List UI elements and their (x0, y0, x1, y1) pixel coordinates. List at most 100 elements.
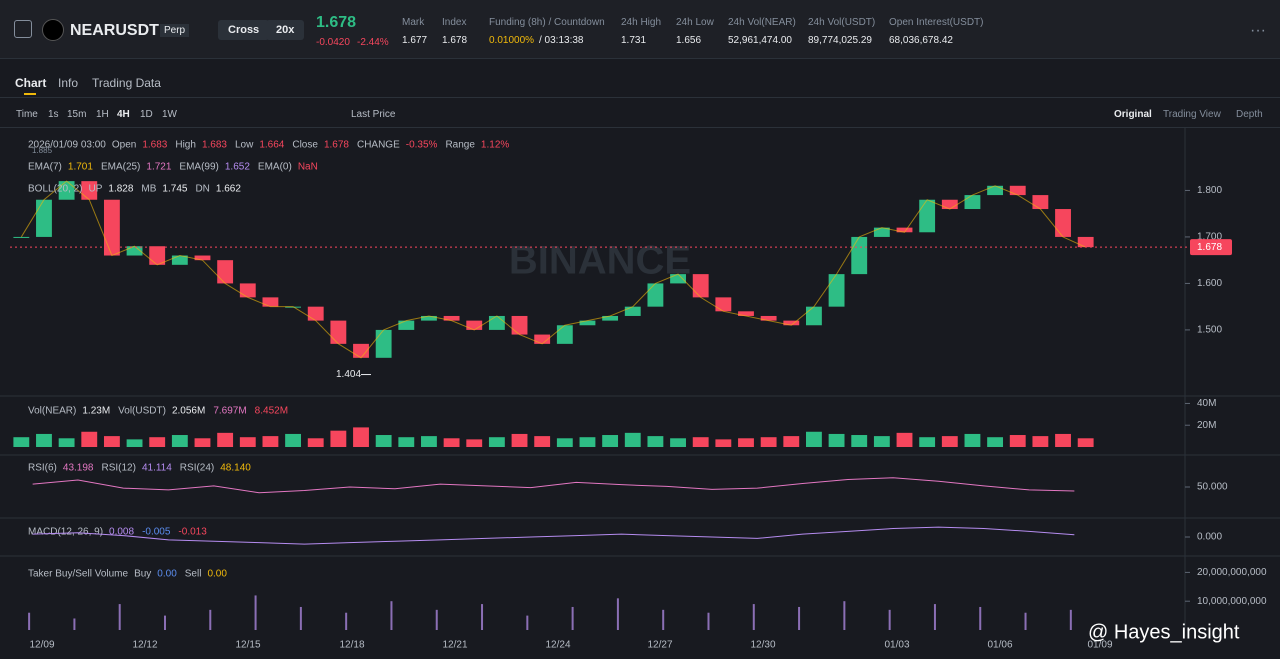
leverage-button[interactable]: 20x (266, 20, 305, 40)
legend-value: 48.140 (220, 463, 251, 474)
taker-bar (254, 595, 257, 630)
candle (896, 227, 913, 233)
legend-label: DN (195, 184, 209, 195)
chart: BINANCE 1.500 1.600 1.700 1.800 1.678 1.404 1.8… (0, 128, 1280, 651)
volume-bar (919, 437, 936, 447)
last-price-label: 1.678 (1197, 242, 1222, 253)
candle (353, 343, 369, 358)
legend-label: RSI(12) (102, 463, 136, 474)
volume-bar (1055, 433, 1071, 447)
volume-bar (353, 427, 369, 447)
stat-label: 24h Vol(NEAR) (728, 17, 796, 28)
margin-button[interactable]: Cross (218, 20, 270, 40)
legend-value: 43.198 (63, 463, 94, 474)
watermark: BINANCE (509, 239, 691, 283)
taker-bar (345, 612, 348, 630)
x-tick-label: 12/09 (29, 640, 54, 651)
favorite-button[interactable] (14, 20, 32, 38)
tab[interactable]: Trading Data (92, 76, 161, 90)
last-price: 1.678 (316, 14, 357, 31)
taker-bar (526, 615, 529, 630)
candle (171, 255, 188, 265)
interval[interactable]: 1s (48, 109, 59, 120)
candle (443, 315, 460, 321)
taker-bar (209, 609, 212, 630)
stat-label: 24h Vol(USDT) (808, 17, 876, 28)
candle (307, 306, 324, 321)
taker-bar (571, 606, 574, 630)
volume-bar (1032, 436, 1049, 447)
view-option[interactable]: Original (1114, 109, 1152, 120)
view-option[interactable]: Trading View (1163, 109, 1221, 120)
stat-label: 24h High (621, 17, 662, 28)
candle (103, 199, 120, 256)
candle (81, 181, 98, 200)
legend-value: -0.005 (142, 527, 171, 538)
price-type[interactable]: Last Price (351, 109, 396, 120)
volume-bar (466, 439, 483, 447)
legend-label: High (175, 140, 196, 151)
candle (851, 236, 868, 275)
candle (534, 334, 551, 344)
legend-label: MACD(12, 26, 9) (28, 527, 103, 538)
taker-bar (1069, 609, 1072, 630)
stat-label: Index (442, 17, 467, 28)
interval[interactable]: 1D (140, 109, 153, 120)
legend-value: 1.652 (225, 162, 250, 173)
stat-value: 1.678 (442, 35, 468, 46)
volume-bar (873, 436, 890, 447)
legend-label: EMA(7) (28, 162, 62, 173)
volume-bar (624, 432, 641, 447)
interval[interactable]: Time (16, 109, 38, 120)
volume-bar (987, 437, 1004, 447)
candle (58, 181, 75, 200)
taker-bar (28, 612, 31, 630)
candle (579, 320, 596, 326)
stat-value: 89,774,025.29 (808, 35, 872, 46)
x-tick-label: 12/30 (750, 640, 775, 651)
legend-value: 1.721 (146, 162, 171, 173)
stat-label: Funding (8h) / Countdown (489, 17, 605, 28)
x-tick-label: 01/03 (884, 640, 909, 651)
view-option[interactable]: Depth (1236, 109, 1263, 120)
candle (624, 306, 641, 316)
y-tick-label: 1.800 (1197, 185, 1222, 196)
legend-label: 2026/01/09 03:00 (28, 140, 106, 151)
candle (375, 329, 392, 358)
volume-bar (81, 431, 98, 447)
volume-bar (941, 436, 958, 447)
candle (783, 320, 800, 326)
stat-value: 52,961,474.00 (728, 35, 792, 46)
legend-label: UP (88, 184, 102, 195)
volume-bar (262, 436, 279, 447)
taker-bar (707, 612, 710, 630)
volume-bar (126, 439, 143, 447)
interval[interactable]: 15m (67, 109, 87, 120)
volume-bar (534, 436, 551, 447)
interval[interactable]: 1W (162, 109, 177, 120)
y-tick-label: 10,000,000,000 (1197, 596, 1267, 607)
taker-bar (1024, 612, 1027, 630)
high-marker: 1.885 (32, 146, 53, 155)
tab[interactable]: Info (58, 76, 79, 90)
interval[interactable]: 1H (96, 109, 109, 120)
tab[interactable]: Chart (15, 76, 47, 90)
candle (239, 283, 256, 298)
volume-bar (692, 437, 709, 447)
symbol[interactable]: NEARUSDT (70, 22, 159, 39)
stat-value: 0.01000% (489, 35, 535, 46)
more-button[interactable]: ··· (1250, 22, 1266, 39)
candle (262, 297, 279, 307)
volume-bar (851, 435, 868, 447)
volume-bar (36, 433, 52, 447)
volume-bar (806, 431, 822, 447)
x-tick-label: 12/24 (545, 640, 570, 651)
taker-bar (616, 598, 619, 630)
x-tick-label: 12/18 (339, 640, 364, 651)
stat-label: Open Interest(USDT) (889, 17, 984, 28)
volume-bar (488, 437, 505, 447)
volume-bar (13, 437, 30, 447)
interval[interactable]: 4H (117, 109, 130, 120)
y-tick-label: 20M (1197, 420, 1216, 431)
volume-bar (964, 433, 981, 447)
